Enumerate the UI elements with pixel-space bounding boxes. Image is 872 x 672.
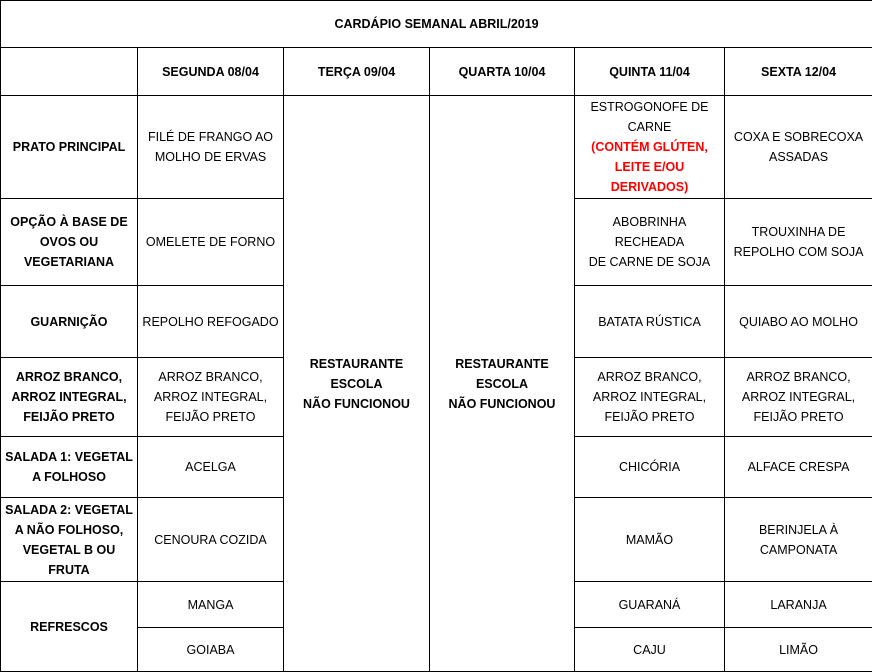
row-label: SALADA 2: VEGETAL A NÃO FOLHOSO, VEGETAL… xyxy=(0,497,138,582)
row-label: GUARNIÇÃO xyxy=(0,285,138,358)
menu-cell: MAMÃO xyxy=(574,497,725,582)
table-row: PRATO PRINCIPAL FILÉ DE FRANGO AO MOLHO … xyxy=(0,95,872,672)
menu-cell: ESTROGONOFE DE CARNE (CONTÉM GLÚTEN, LEIT… xyxy=(574,95,725,199)
row-label: OPÇÃO À BASE DE OVOS OU VEGETARIANA xyxy=(0,198,138,286)
day-header-wednesday: QUARTA 10/04 xyxy=(429,47,575,96)
menu-cell: BATATA RÚSTICA xyxy=(574,285,725,358)
menu-cell: BERINJELA À CAMPONATA xyxy=(723,497,872,582)
day-header-thursday: QUINTA 11/04 xyxy=(574,47,725,96)
menu-cell: LIMÃO xyxy=(723,627,872,672)
row-label: SALADA 1: VEGETAL A FOLHOSO xyxy=(0,436,138,498)
menu-cell: GOIABA xyxy=(137,627,284,672)
row-label: PRATO PRINCIPAL xyxy=(0,95,138,199)
table-row: GOIABA CAJU LIMÃO xyxy=(1,627,872,672)
menu-cell: FILÉ DE FRANGO AO MOLHO DE ERVAS xyxy=(137,95,284,199)
row-label: ARROZ BRANCO, ARROZ INTEGRAL, FEIJÃO PRE… xyxy=(0,357,138,437)
menu-cell: GUARANÁ xyxy=(574,581,725,628)
menu-cell: ACELGA xyxy=(137,436,284,498)
menu-cell: QUIABO AO MOLHO xyxy=(723,285,872,358)
menu-cell: CHICÓRIA xyxy=(574,436,725,498)
menu-cell: ARROZ BRANCO, ARROZ INTEGRAL, FEIJÃO PRE… xyxy=(574,357,725,437)
allergen-warning: (CONTÉM GLÚTEN, LEITE E/OU DERIVADOS) xyxy=(591,140,708,194)
menu-cell: ABOBRINHA RECHEADA DE CARNE DE SOJA xyxy=(574,198,725,286)
closed-notice-tuesday: RESTAURANTE ESCOLA NÃO FUNCIONOU xyxy=(283,95,430,672)
table-row: GUARNIÇÃO REPOLHO REFOGADO BATATA RÚSTIC… xyxy=(0,285,872,358)
menu-cell: CENOURA COZIDA xyxy=(137,497,284,582)
table-row: ARROZ BRANCO, ARROZ INTEGRAL, FEIJÃO PRE… xyxy=(0,357,872,437)
menu-cell: MANGA xyxy=(137,581,284,628)
menu-cell: REPOLHO REFOGADO xyxy=(137,285,284,358)
menu-cell: CAJU xyxy=(574,627,725,672)
table-row: REFRESCOS MANGA GUARANÁ LARANJA xyxy=(0,581,872,672)
menu-cell: TROUXINHA DE REPOLHO COM SOJA xyxy=(723,198,872,286)
menu-cell: ALFACE CRESPA xyxy=(723,436,872,498)
day-header-tuesday: TERÇA 09/04 xyxy=(283,47,430,96)
menu-cell: ARROZ BRANCO, ARROZ INTEGRAL, FEIJÃO PRE… xyxy=(137,357,284,437)
day-header-friday: SEXTA 12/04 xyxy=(723,47,872,96)
row-label: REFRESCOS xyxy=(0,581,138,672)
day-header-monday: SEGUNDA 08/04 xyxy=(137,47,284,96)
table-row: SALADA 1: VEGETAL A FOLHOSO ACELGA CHICÓ… xyxy=(0,436,872,498)
menu-cell: LARANJA xyxy=(723,581,872,628)
closed-notice-wednesday: RESTAURANTE ESCOLA NÃO FUNCIONOU xyxy=(429,95,575,672)
menu-cell: OMELETE DE FORNO xyxy=(137,198,284,286)
menu-cell: COXA E SOBRECOXA ASSADAS xyxy=(723,95,872,199)
table-row: OPÇÃO À BASE DE OVOS OU VEGETARIANA OMEL… xyxy=(0,198,872,286)
menu-cell: ARROZ BRANCO, ARROZ INTEGRAL, FEIJÃO PRE… xyxy=(723,357,872,437)
table-row: SALADA 2: VEGETAL A NÃO FOLHOSO, VEGETAL… xyxy=(0,497,872,582)
corner-cell xyxy=(0,47,138,96)
dish-name: ESTROGONOFE DE CARNE xyxy=(590,100,709,134)
menu-title: CARDÁPIO SEMANAL ABRIL/2019 xyxy=(0,0,872,48)
